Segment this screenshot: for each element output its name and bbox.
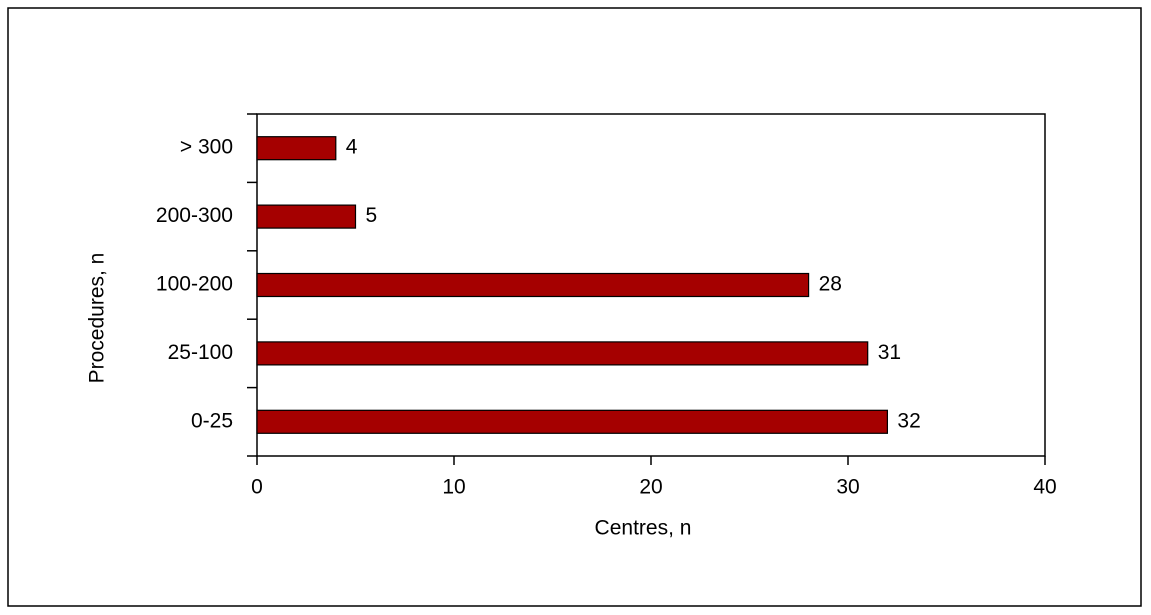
y-tick-label: 0-25	[191, 409, 233, 432]
frame	[7, 7, 1142, 607]
data-label: 31	[878, 341, 901, 364]
bar	[256, 272, 810, 298]
x-axis-title: Centres, n	[595, 517, 692, 540]
x-tick-label: 0	[251, 476, 263, 499]
data-label: 32	[897, 409, 920, 432]
y-tick-label: 100-200	[156, 273, 233, 296]
x-tick-label: 30	[836, 476, 859, 499]
y-axis-title: Procedures, n	[86, 253, 109, 384]
x-tick-label: 10	[442, 476, 465, 499]
data-label: 5	[366, 204, 378, 227]
y-tick-label: 200-300	[156, 204, 233, 227]
x-tick-label: 20	[639, 476, 662, 499]
bar	[256, 409, 889, 434]
bar	[256, 341, 869, 366]
x-tick-label: 40	[1033, 476, 1056, 499]
data-label: 28	[819, 273, 842, 296]
bar	[256, 204, 357, 229]
y-tick-label: 25-100	[168, 341, 233, 364]
y-tick-label: > 300	[180, 136, 233, 159]
bar	[256, 136, 337, 161]
data-label: 4	[346, 136, 358, 159]
